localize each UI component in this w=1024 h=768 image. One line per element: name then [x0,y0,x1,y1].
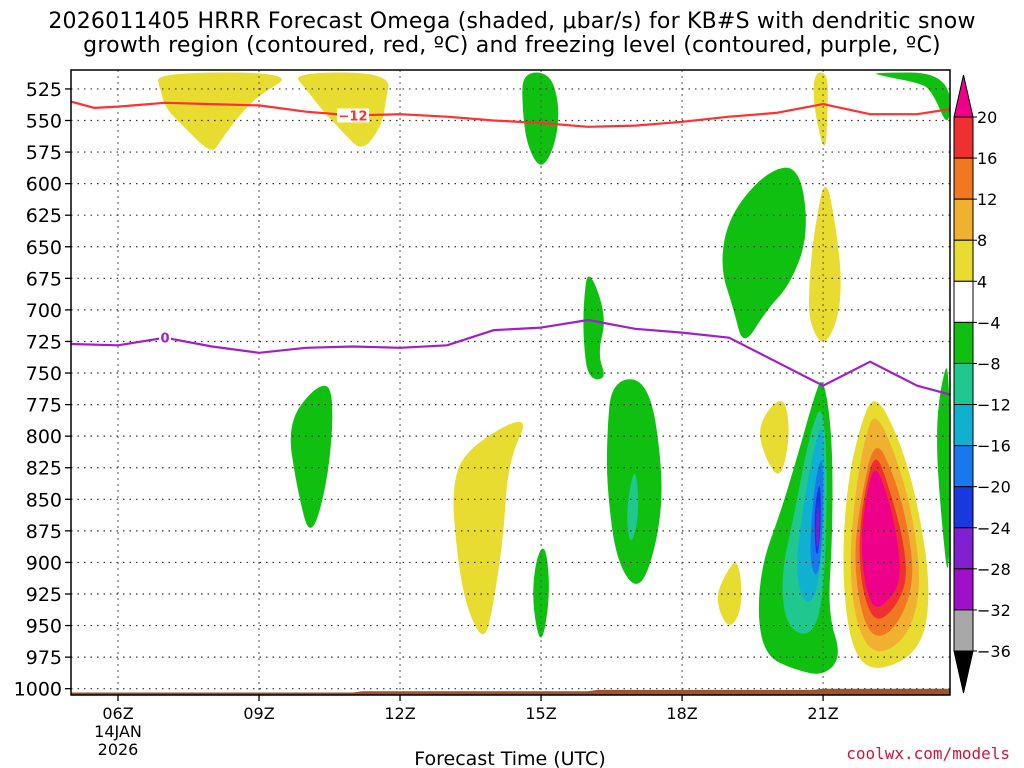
y-tick-label-725: 725 [26,331,62,353]
y-tick-label-900: 900 [26,552,62,574]
y-tick-label-975: 975 [26,647,62,669]
colorbar-band-0 [953,116,974,159]
colorbar-label-7: −12 [977,396,1011,415]
colorbar-band-11 [953,568,974,611]
y-tick-label-1000: 1000 [14,679,62,701]
source-credit[interactable]: coolwx.com/models [846,744,1010,763]
y-tick-label-800: 800 [26,426,62,448]
x-tick-label-06Z: 06Z [102,704,133,723]
y-tick-label-625: 625 [26,205,62,227]
y-tick-label-675: 675 [26,268,62,290]
colorbar-label-9: −20 [977,478,1011,497]
chart-title-line-1: 2026011405 HRRR Forecast Omega (shaded, … [48,9,976,34]
omega-region-2 [522,72,559,165]
colorbar-label-8: −16 [977,437,1011,456]
omega-region-21 [937,368,950,568]
colorbar-label-2: 12 [977,190,997,209]
y-tick-label-650: 650 [26,237,62,259]
x-tick-date: 14JAN [94,722,142,741]
colorbar-label-6: −8 [977,354,1001,373]
colorbar-band-4 [953,280,974,323]
omega-region-7 [583,276,604,380]
y-tick-label-750: 750 [26,363,62,385]
omega-region-20 [816,504,819,548]
y-tick-label-775: 775 [26,395,62,417]
omega-region-5 [722,167,806,339]
x-tick-year: 2026 [98,740,139,759]
contour-label-bg-0 [337,108,370,123]
omega-region-26 [861,470,900,607]
omega-region-11 [453,421,524,635]
colorbar-band-1 [953,157,974,200]
terrain-ground [71,688,950,695]
colorbar-band-12 [953,609,974,652]
x-tick-label-12Z: 12Z [384,704,415,723]
colorbar-label-0: 20 [977,108,997,127]
y-tick-label-825: 825 [26,458,62,480]
colorbar-label-1: 16 [977,149,997,168]
colorbar-top-arrow [953,74,974,118]
contour-label-1: 0 [160,332,169,347]
omega-region-4 [876,72,950,121]
y-tick-label-600: 600 [26,174,62,196]
plot-frame [70,69,951,696]
colorbar-band-5 [953,321,974,364]
colorbar-label-12: −32 [977,601,1011,620]
y-tick-label-875: 875 [26,521,62,543]
contour-line-0 [71,100,950,128]
colorbar-label-13: −36 [977,642,1011,661]
colorbar-label-5: −4 [977,313,1001,332]
colorbar-label-10: −24 [977,519,1011,538]
colorbar-band-6 [953,362,974,406]
y-tick-label-700: 700 [26,300,62,322]
contour-label-bg-1 [159,330,172,345]
x-tick-label-15Z: 15Z [525,704,556,723]
colorbar-band-8 [953,445,974,488]
omega-region-6 [809,186,841,342]
contour-line-1 [71,318,950,396]
y-tick-label-525: 525 [26,79,62,101]
x-tick-label-21Z: 21Z [807,704,838,723]
colorbar-band-10 [953,527,974,570]
y-tick-label-950: 950 [26,616,62,638]
colorbar-label-4: 4 [977,272,987,291]
y-tick-label-925: 925 [26,584,62,606]
colorbar-bottom-arrow [953,650,974,694]
x-tick-label-18Z: 18Z [666,704,697,723]
x-axis-label: Forecast Time (UTC) [414,748,605,768]
omega-region-9 [627,474,639,541]
omega-region-3 [813,72,828,146]
colorbar-band-9 [953,486,974,529]
y-tick-label-550: 550 [26,111,62,133]
omega-region-0 [157,72,282,150]
colorbar-label-11: −28 [977,560,1011,579]
colorbar-band-3 [953,239,974,282]
omega-region-14 [760,400,789,474]
omega-region-13 [717,563,742,625]
chart-title-line-2: growth region (contoured, red, ºC) and f… [83,33,941,58]
colorbar-label-3: 8 [977,231,987,250]
omega-region-10 [290,385,333,528]
x-tick-label-09Z: 09Z [243,704,274,723]
contour-label-0: −12 [339,109,368,124]
y-tick-label-575: 575 [26,142,62,164]
y-tick-label-850: 850 [26,489,62,511]
colorbar-band-2 [953,198,974,241]
colorbar-band-7 [953,404,974,447]
